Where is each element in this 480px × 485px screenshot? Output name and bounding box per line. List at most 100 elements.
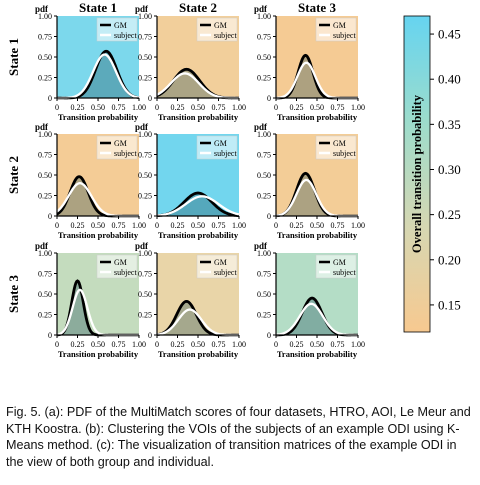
x-tick-label: 0.25 bbox=[171, 221, 185, 230]
gm-density-fill bbox=[276, 173, 358, 216]
x-tick-label: 0.25 bbox=[171, 103, 185, 112]
y-tick-label: 0.25 bbox=[38, 192, 52, 201]
x-tick-label: 0 bbox=[55, 103, 59, 112]
y-tick-label: 0 bbox=[48, 331, 52, 340]
y-tick-label: 0 bbox=[267, 94, 271, 103]
x-tick-label: 0.75 bbox=[212, 221, 226, 230]
colorbar-tick-label: 0.25 bbox=[438, 207, 461, 222]
gm-density-fill bbox=[57, 51, 139, 98]
colorbar-label: Overall transition probability bbox=[410, 94, 424, 253]
colorbar-tick-label: 0.35 bbox=[438, 117, 461, 132]
y-axis-label: pdf bbox=[135, 4, 149, 14]
y-tick-label: 0.75 bbox=[38, 270, 52, 279]
panel-r2-c1: 00.250.500.751.000 0.25 0.50 0.75 1.00pdfTra… bbox=[35, 122, 146, 240]
x-tick-label: 0.50 bbox=[91, 340, 105, 349]
x-tick-label: 0.75 bbox=[331, 103, 345, 112]
y-tick-label: 0.25 bbox=[257, 192, 271, 201]
legend-subject-label: subject bbox=[333, 31, 356, 40]
y-tick-label: 0.75 bbox=[257, 151, 271, 160]
y-tick-label: 0.50 bbox=[138, 53, 152, 62]
x-tick-label: 0.50 bbox=[91, 103, 105, 112]
y-tick-label: 0.25 bbox=[257, 311, 271, 320]
panel-r3-c1: 00.250.500.751.000 0.25 0.50 0.75 1.00pdfTra… bbox=[35, 241, 146, 359]
subject-density-line bbox=[156, 195, 240, 217]
y-tick-label: 0.25 bbox=[138, 311, 152, 320]
x-tick-label: 0 bbox=[155, 340, 159, 349]
gm-density-fill bbox=[57, 176, 139, 216]
y-tick-label: 1.00 bbox=[257, 249, 271, 258]
x-axis-label: Transition probability bbox=[58, 112, 139, 122]
column-title-2: State 2 bbox=[179, 0, 217, 15]
panel-r1-c3: 00.250.500.751.000 0.25 0.50 0.75 1.00pdfTra… bbox=[254, 4, 365, 122]
x-axis-label: Transition probability bbox=[277, 112, 358, 122]
x-tick-label: 0.75 bbox=[212, 340, 226, 349]
legend-gm-label: GM bbox=[214, 258, 227, 267]
y-tick-label: 0.75 bbox=[38, 33, 52, 42]
x-axis-label: Transition probability bbox=[158, 230, 239, 240]
x-tick-label: 0.50 bbox=[91, 221, 105, 230]
y-tick-label: 0 bbox=[148, 331, 152, 340]
y-tick-label: 0 bbox=[48, 212, 52, 221]
x-tick-label: 0.75 bbox=[331, 221, 345, 230]
y-tick-label: 0.25 bbox=[257, 74, 271, 83]
x-axis-label: Transition probability bbox=[58, 230, 139, 240]
x-tick-label: 0 bbox=[155, 103, 159, 112]
y-axis-label: pdf bbox=[254, 241, 268, 251]
legend-subject-label: subject bbox=[214, 268, 237, 277]
row-title-3: State 3 bbox=[6, 275, 21, 313]
colorbar-gradient bbox=[403, 15, 431, 333]
y-tick-label: 0.50 bbox=[38, 290, 52, 299]
x-tick-label: 0.50 bbox=[191, 340, 205, 349]
y-tick-label: 0.25 bbox=[138, 192, 152, 201]
x-axis-label: Transition probability bbox=[277, 230, 358, 240]
gm-density-fill bbox=[276, 55, 358, 98]
x-tick-label: 0 bbox=[274, 103, 278, 112]
legend-subject-label: subject bbox=[214, 149, 237, 158]
x-tick-label: 0 bbox=[274, 221, 278, 230]
x-tick-label: 0.25 bbox=[171, 340, 185, 349]
legend-gm-label: GM bbox=[114, 258, 127, 267]
x-axis-label: Transition probability bbox=[58, 349, 139, 359]
legend-subject-label: subject bbox=[114, 149, 137, 158]
panel-r1-c1: 00.250.500.751.000 0.25 0.50 0.75 1.00pdfTra… bbox=[35, 4, 146, 122]
colorbar-tick-label: 0.15 bbox=[438, 297, 461, 312]
x-tick-label: 0.50 bbox=[310, 221, 324, 230]
x-tick-label: 1.00 bbox=[132, 221, 146, 230]
x-tick-label: 1.00 bbox=[351, 103, 365, 112]
y-tick-label: 0.50 bbox=[38, 171, 52, 180]
y-tick-label: 0.50 bbox=[138, 290, 152, 299]
y-tick-label: 0.50 bbox=[257, 53, 271, 62]
colorbar: 0.45 0.40 0.35 0.30 0.25 0.20 0.15 Overall tran… bbox=[403, 15, 461, 333]
y-axis-label: pdf bbox=[35, 4, 49, 14]
legend-gm-label: GM bbox=[114, 21, 127, 30]
y-tick-label: 1.00 bbox=[38, 130, 52, 139]
legend-subject-label: subject bbox=[333, 149, 356, 158]
y-tick-label: 1.00 bbox=[138, 12, 152, 21]
y-tick-label: 0.25 bbox=[138, 74, 152, 83]
y-axis-label: pdf bbox=[135, 241, 149, 251]
y-tick-label: 0.75 bbox=[257, 270, 271, 279]
y-tick-label: 0.75 bbox=[138, 151, 152, 160]
x-axis-label: Transition probability bbox=[277, 349, 358, 359]
x-tick-label: 0.50 bbox=[310, 103, 324, 112]
x-tick-label: 1.00 bbox=[351, 221, 365, 230]
y-tick-label: 0.75 bbox=[138, 33, 152, 42]
y-tick-label: 0 bbox=[267, 331, 271, 340]
y-tick-label: 0.50 bbox=[257, 290, 271, 299]
y-tick-label: 1.00 bbox=[138, 130, 152, 139]
legend-gm-label: GM bbox=[114, 139, 127, 148]
legend-gm-label: GM bbox=[333, 139, 346, 148]
column-title-1: State 1 bbox=[79, 0, 117, 15]
panel-r1-c2: 00.250.500.751.000 0.25 0.50 0.75 1.00pdfTra… bbox=[135, 4, 246, 122]
y-tick-label: 0.25 bbox=[38, 311, 52, 320]
legend-subject-label: subject bbox=[214, 31, 237, 40]
y-axis-label: pdf bbox=[254, 4, 268, 14]
x-tick-label: 0.75 bbox=[331, 340, 345, 349]
